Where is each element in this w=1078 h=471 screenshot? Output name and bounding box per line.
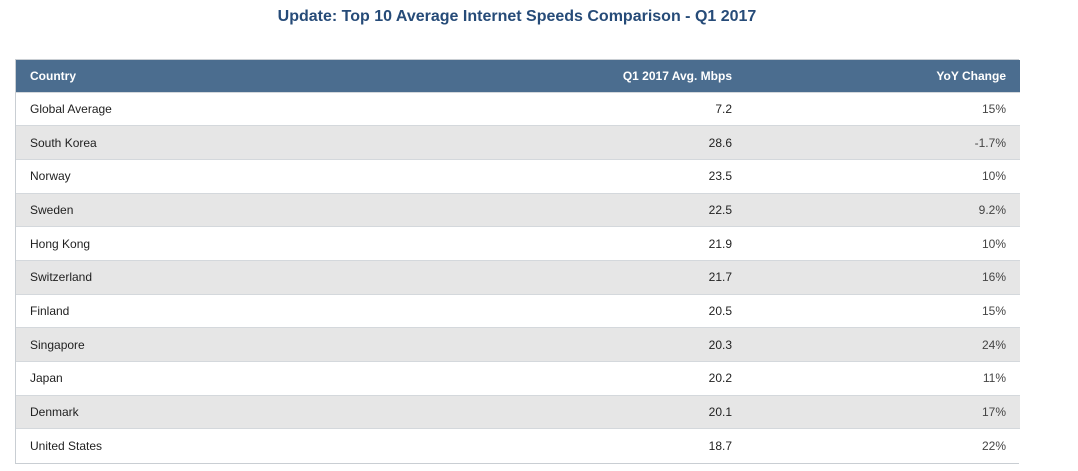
cell-yoy-change: 11% [982,371,1006,386]
cell-country: Hong Kong [30,236,91,251]
table-header-row: Country Q1 2017 Avg. Mbps YoY Change [16,60,1020,92]
table-row: Japan 20.2 11% [16,361,1020,396]
cell-mbps: 7.2 [715,101,732,116]
cell-country: United States [30,438,103,453]
table-body: Global Average 7.2 15% South Korea 28.6 -1.7%… [16,92,1020,463]
table-row: Global Average 7.2 15% [16,92,1020,126]
cell-mbps: 18.7 [708,438,732,453]
cell-country: Singapore [30,337,85,352]
table-row: Singapore 20.3 24% [16,327,1020,362]
cell-mbps: 20.3 [708,337,732,352]
cell-mbps: 20.5 [708,303,732,318]
cell-country: Japan [30,371,63,386]
cell-yoy-change: 9.2% [978,202,1006,217]
cell-country: Global Average [30,101,112,116]
cell-yoy-change: 15% [981,101,1006,116]
cell-mbps: 20.2 [708,371,732,386]
table-row: Hong Kong 21.9 10% [16,226,1020,261]
cell-country: Denmark [30,405,79,420]
cell-yoy-change: -1.7% [974,135,1006,150]
cell-mbps: 23.5 [708,169,732,184]
cell-mbps: 21.7 [708,270,732,285]
column-header-yoy: YoY Change [936,68,1006,83]
column-header-country: Country [30,68,76,83]
cell-yoy-change: 10% [981,236,1006,251]
table-row: Norway 23.5 10% [16,159,1020,194]
table-row: Switzerland 21.7 16% [16,260,1020,295]
chart-title: Update: Top 10 Average Internet Speeds C… [277,8,757,25]
cell-country: Sweden [30,202,74,217]
cell-country: Finland [30,303,70,318]
cell-country: Norway [30,169,71,184]
cell-yoy-change: 16% [981,270,1006,285]
cell-yoy-change: 15% [981,303,1006,318]
speeds-table: Country Q1 2017 Avg. Mbps YoY Change Glo… [15,59,1020,464]
cell-yoy-change: 17% [981,405,1006,420]
cell-yoy-change: 24% [981,337,1006,352]
table-row: Sweden 22.5 9.2% [16,193,1020,227]
cell-yoy-change: 22% [981,438,1006,453]
cell-country: Switzerland [30,270,93,285]
cell-mbps: 20.1 [708,405,732,420]
cell-yoy-change: 10% [981,169,1006,184]
table-row: United States 18.7 22% [16,428,1020,463]
cell-country: South Korea [30,135,97,150]
cell-mbps: 22.5 [708,202,732,217]
cell-mbps: 21.9 [708,236,732,251]
cell-mbps: 28.6 [708,135,732,150]
column-header-mbps: Q1 2017 Avg. Mbps [622,68,732,83]
table-row: Denmark 20.1 17% [16,395,1020,429]
table-row: Finland 20.5 15% [16,294,1020,328]
table-row: South Korea 28.6 -1.7% [16,125,1020,160]
